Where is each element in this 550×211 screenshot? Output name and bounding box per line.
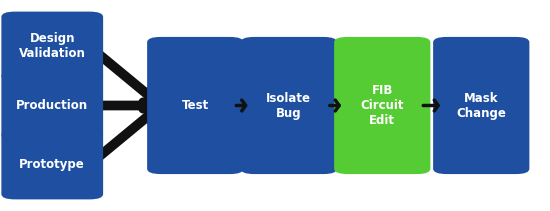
FancyBboxPatch shape [147,37,243,174]
FancyBboxPatch shape [334,37,430,174]
Text: Test: Test [182,99,209,112]
Text: Production: Production [16,99,89,112]
FancyBboxPatch shape [241,37,337,174]
FancyBboxPatch shape [1,130,103,199]
FancyBboxPatch shape [433,37,529,174]
Text: FIB
Circuit
Edit: FIB Circuit Edit [360,84,404,127]
FancyBboxPatch shape [1,71,103,140]
Text: Mask
Change: Mask Change [456,92,506,119]
FancyBboxPatch shape [1,12,103,81]
Text: Isolate
Bug: Isolate Bug [266,92,311,119]
Text: Design
Validation: Design Validation [19,32,86,60]
Text: Prototype: Prototype [19,158,85,171]
